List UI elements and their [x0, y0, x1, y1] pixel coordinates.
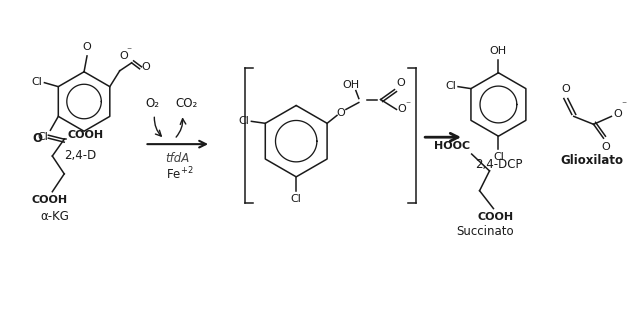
Text: Cl: Cl — [238, 116, 249, 126]
Text: O: O — [336, 108, 345, 118]
Text: ⁻: ⁻ — [127, 46, 132, 56]
Text: 2,4-D: 2,4-D — [64, 149, 96, 162]
Text: O: O — [120, 51, 128, 61]
Text: HOOC: HOOC — [434, 141, 469, 151]
Text: OH: OH — [342, 80, 359, 90]
Text: α-KG: α-KG — [40, 210, 69, 223]
Text: O: O — [601, 142, 610, 152]
Text: COOH: COOH — [31, 195, 67, 205]
Text: Cl: Cl — [493, 152, 504, 162]
Text: 2,4-DCP: 2,4-DCP — [474, 158, 522, 171]
Text: COOH: COOH — [478, 211, 513, 221]
Text: O₂: O₂ — [146, 97, 160, 110]
Text: COOH: COOH — [67, 130, 103, 140]
Text: CO₂: CO₂ — [175, 97, 197, 110]
Text: Glioxilato: Glioxilato — [560, 154, 623, 167]
Text: O: O — [83, 42, 92, 52]
Text: O: O — [562, 84, 570, 93]
Text: Cl: Cl — [445, 81, 456, 91]
Text: Fe$^{+2}$: Fe$^{+2}$ — [166, 166, 193, 182]
Text: Cl: Cl — [32, 77, 43, 87]
Text: O: O — [396, 78, 405, 88]
Text: Succinato: Succinato — [457, 226, 515, 238]
Text: O: O — [398, 104, 406, 115]
Text: Cl: Cl — [38, 132, 48, 142]
Text: O: O — [32, 132, 43, 145]
Text: ⁻: ⁻ — [405, 100, 410, 110]
Text: ⁻: ⁻ — [621, 100, 626, 110]
Text: OH: OH — [490, 46, 507, 56]
Text: tfdA: tfdA — [165, 152, 190, 165]
Text: O: O — [613, 109, 622, 119]
Text: O: O — [142, 62, 150, 72]
Text: Cl: Cl — [291, 194, 301, 204]
